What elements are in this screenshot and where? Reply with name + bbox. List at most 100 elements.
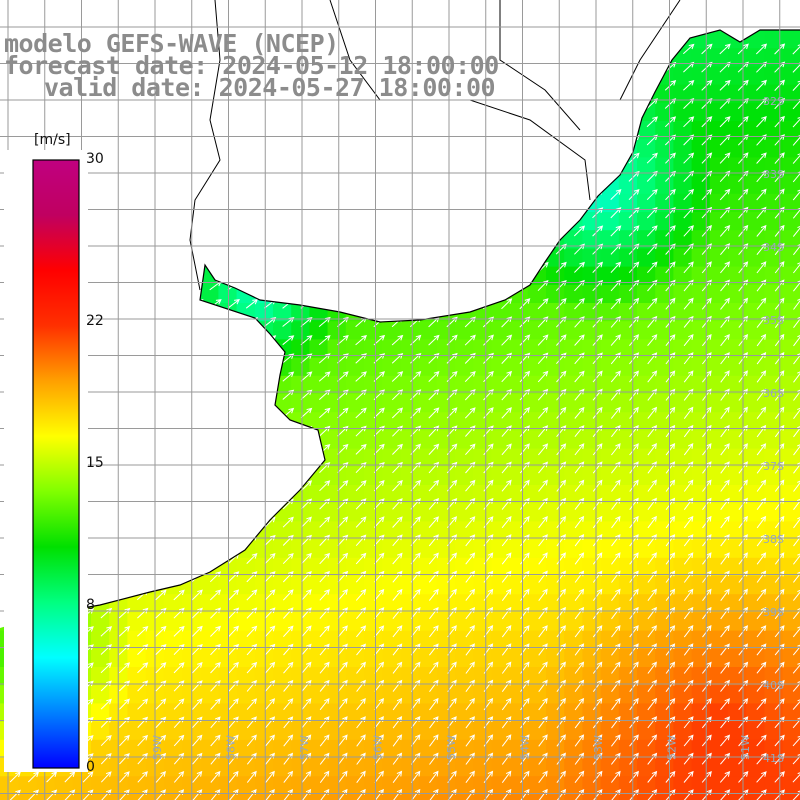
wind-arrow	[611, 552, 621, 565]
wind-arrow	[683, 261, 694, 274]
wind-arrow	[100, 626, 113, 637]
wind-arrow	[118, 662, 131, 674]
wind-arrow	[720, 261, 731, 274]
wind-arrow	[538, 443, 549, 456]
wind-arrow	[629, 625, 639, 638]
wind-arrow	[793, 515, 800, 529]
wind-arrow	[592, 261, 604, 273]
wind-arrow	[665, 424, 676, 438]
wind-arrow	[501, 588, 512, 601]
wind-arrow	[610, 225, 622, 237]
wind-arrow	[265, 734, 275, 747]
coastline	[19, 29, 800, 623]
wind-arrow	[647, 479, 657, 492]
latitude-label: 33S	[763, 168, 784, 181]
wind-arrow	[428, 497, 439, 510]
wind-arrow	[429, 734, 439, 747]
wind-arrow	[592, 388, 603, 401]
wind-arrow	[192, 698, 203, 710]
wind-arrow	[356, 697, 366, 711]
wind-arrow	[392, 788, 403, 800]
wind-arrow	[629, 334, 640, 347]
wind-arrow	[793, 479, 800, 492]
wind-arrow	[282, 335, 295, 346]
wind-arrow	[592, 352, 603, 365]
wind-arrow	[537, 388, 549, 401]
wind-arrow	[228, 661, 239, 674]
wind-arrow	[209, 589, 222, 601]
wind-arrow	[429, 625, 439, 638]
wind-arrow	[355, 371, 367, 382]
wind-arrow	[647, 352, 658, 365]
wind-arrow	[574, 734, 585, 747]
wind-arrow	[374, 770, 384, 783]
colorbar-tick-label: 30	[86, 151, 104, 167]
wind-arrow	[283, 698, 294, 711]
wind-arrow	[428, 407, 440, 419]
latitude-label: 35S	[763, 314, 784, 327]
wind-arrow	[756, 771, 767, 783]
wind-arrow	[337, 462, 349, 473]
wind-arrow	[756, 79, 767, 91]
wind-arrow	[647, 770, 658, 783]
wind-arrow	[720, 370, 730, 383]
wind-arrow	[137, 771, 148, 783]
wind-arrow	[283, 734, 294, 747]
wind-arrow	[338, 788, 348, 800]
wind-arrow	[592, 625, 603, 638]
wind-arrow	[719, 43, 731, 55]
wind-arrow	[300, 498, 313, 510]
wind-arrow	[629, 734, 639, 747]
wind-arrow	[465, 734, 475, 747]
wind-arrow	[282, 534, 294, 546]
wind-arrow	[520, 588, 530, 601]
wind-arrow	[319, 770, 330, 783]
wind-arrow	[501, 770, 512, 783]
wind-arrow	[793, 497, 800, 510]
wind-arrow	[574, 352, 585, 365]
wind-arrow	[537, 298, 549, 310]
wind-arrow	[756, 352, 767, 365]
wind-arrow	[647, 370, 658, 383]
wind-arrow	[792, 115, 800, 128]
model-title: modelo GEFS-WAVE (NCEP)	[4, 29, 339, 58]
wind-arrow	[647, 443, 657, 456]
wind-arrow	[483, 461, 494, 474]
wind-arrow	[792, 206, 800, 219]
wind-arrow	[610, 189, 622, 200]
wind-arrow	[719, 770, 731, 783]
wind-arrow	[792, 606, 800, 620]
wind-arrow	[665, 661, 676, 674]
wind-arrow	[173, 607, 185, 619]
wind-arrow	[245, 298, 259, 309]
wind-arrow	[793, 352, 800, 365]
wind-arrow	[756, 224, 767, 237]
wind-arrow	[683, 625, 694, 638]
wind-arrow	[610, 261, 622, 273]
wind-arrow	[228, 734, 239, 747]
wind-arrow	[355, 552, 367, 565]
wind-arrow	[501, 552, 512, 565]
wind-arrow	[793, 297, 800, 310]
wind-arrow	[337, 661, 348, 674]
latitude-label: 36S	[763, 387, 784, 400]
wind-arrow	[246, 571, 258, 583]
wind-arrow	[628, 297, 640, 310]
wind-arrow	[610, 370, 621, 383]
wind-arrow	[629, 406, 639, 419]
wind-arrow	[465, 443, 476, 456]
wind-arrow	[9, 771, 21, 783]
wind-arrow	[792, 643, 800, 656]
wind-arrow	[683, 697, 694, 711]
wind-arrow	[574, 443, 585, 456]
wind-arrow	[227, 298, 240, 309]
wind-arrow	[392, 516, 403, 528]
wind-arrow	[429, 770, 439, 783]
wind-arrow	[573, 225, 586, 237]
wind-arrow	[720, 388, 730, 401]
wind-arrow	[556, 515, 567, 529]
wind-arrow	[501, 443, 512, 456]
wind-arrow	[665, 588, 676, 601]
colorbar-unit: [m/s]	[34, 132, 71, 148]
